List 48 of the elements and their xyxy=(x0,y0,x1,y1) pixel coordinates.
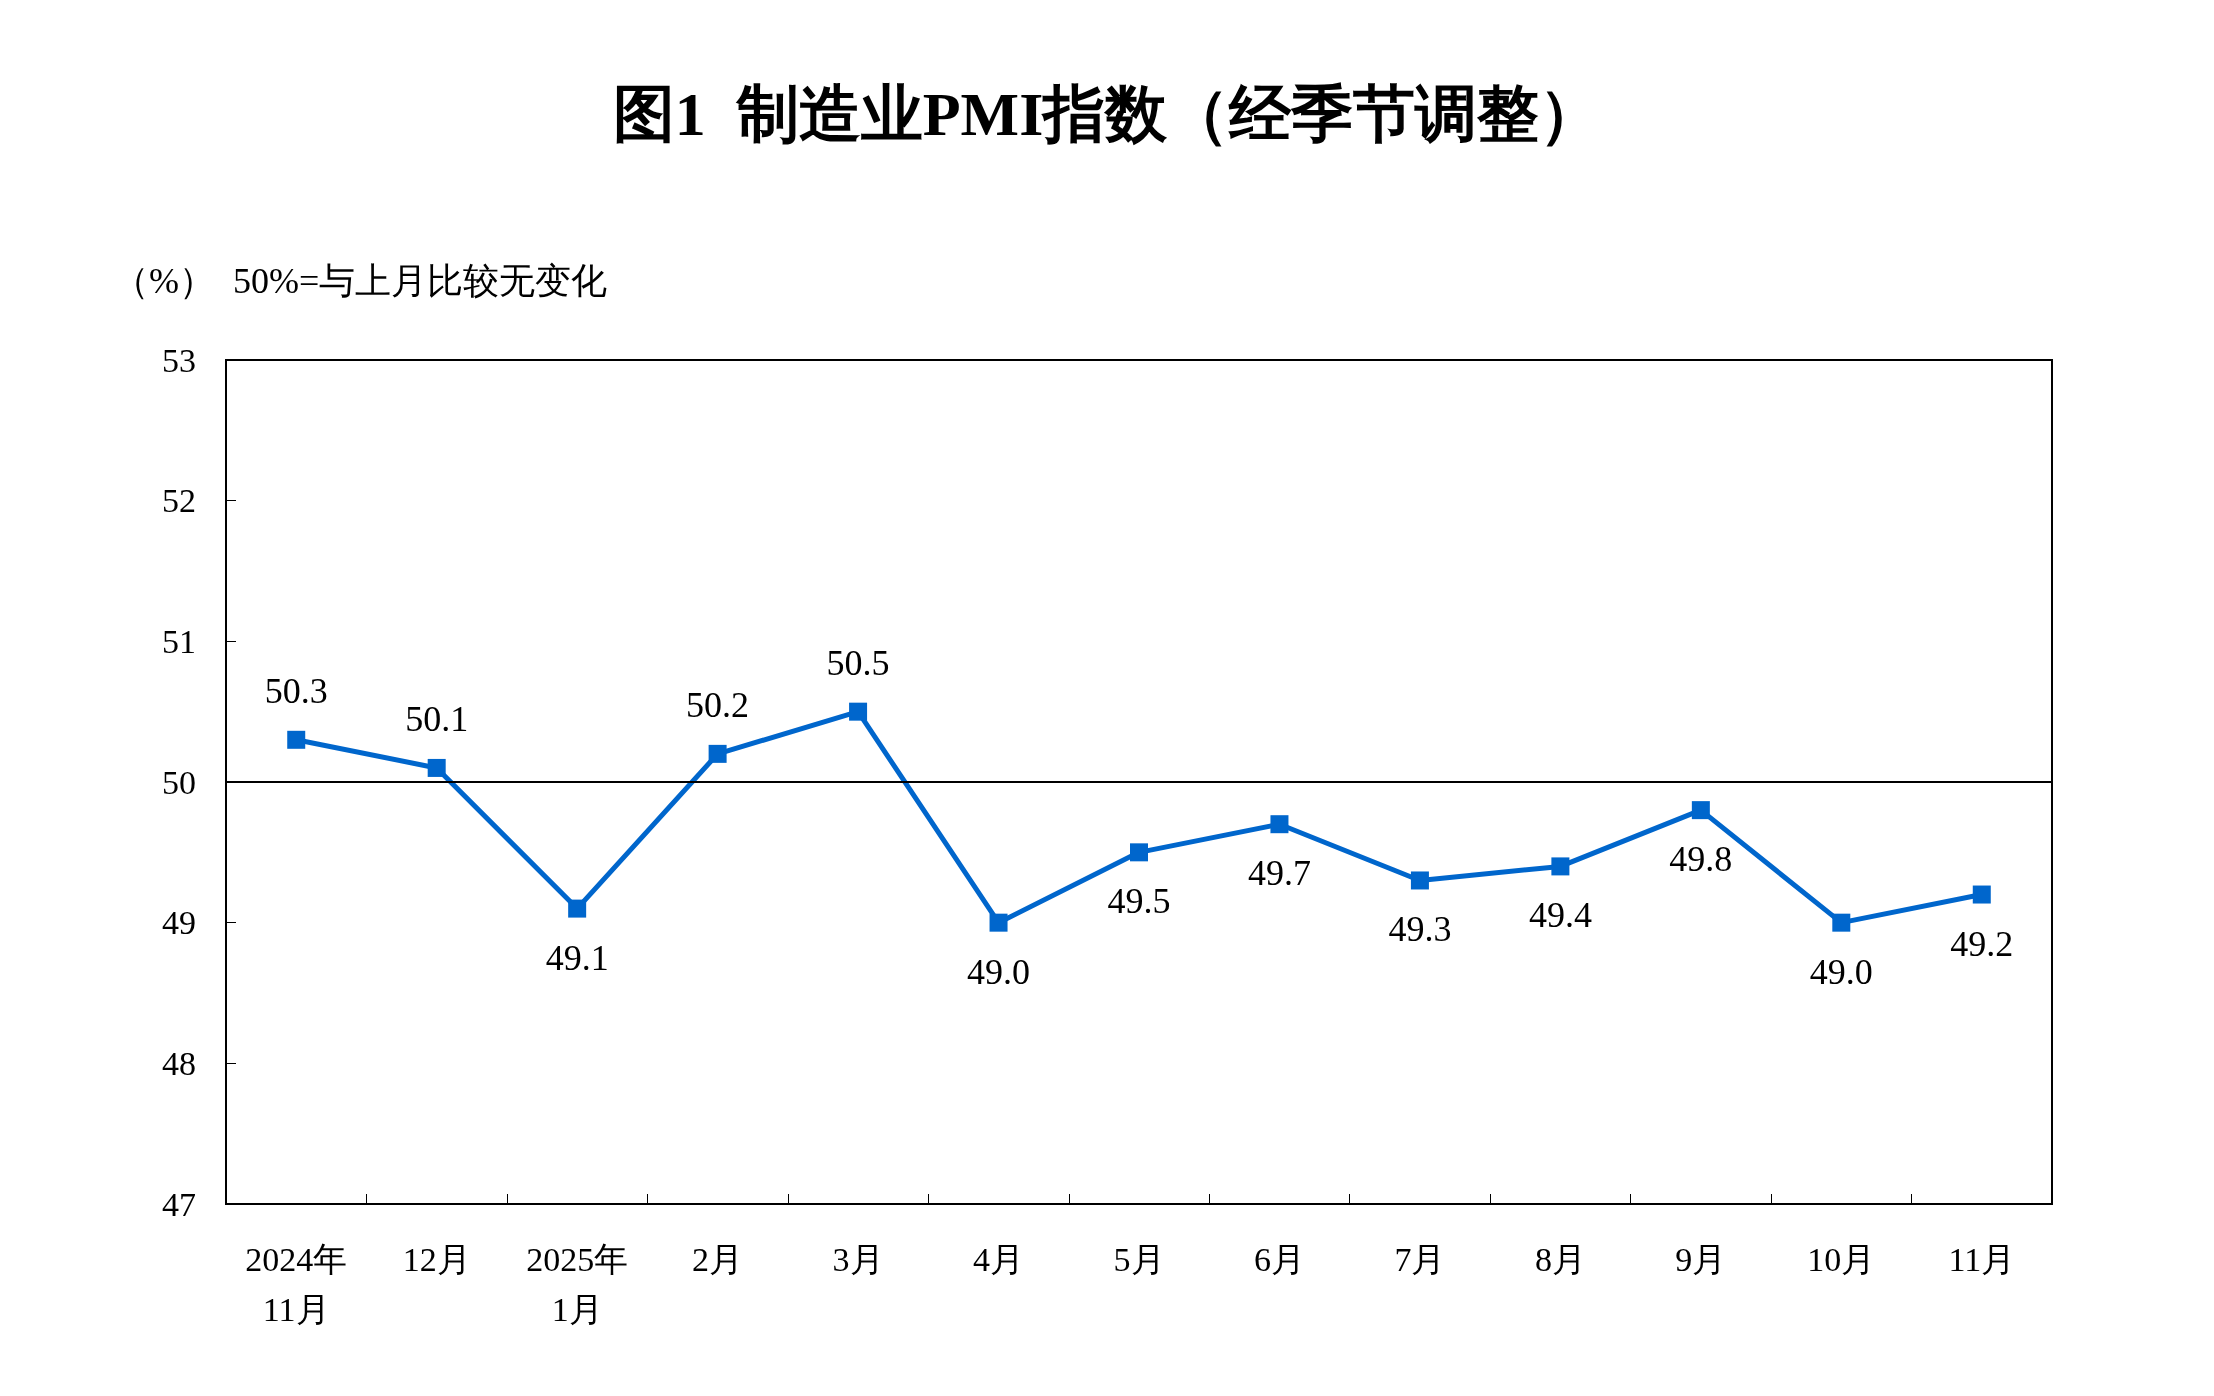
data-label: 49.5 xyxy=(1107,881,1171,922)
data-label: 49.0 xyxy=(967,951,1031,992)
data-label: 49.7 xyxy=(1247,853,1311,894)
data-label: 49.2 xyxy=(1950,923,2014,964)
data-label: 49.1 xyxy=(545,937,609,978)
point xyxy=(1270,815,1289,834)
y-tick-label: 48 xyxy=(162,1044,196,1082)
point xyxy=(708,744,727,763)
point xyxy=(1691,801,1710,820)
x-tick-label: 5月 xyxy=(1113,1240,1165,1278)
point xyxy=(989,913,1008,932)
point xyxy=(849,702,868,721)
y-tick-label: 53 xyxy=(162,341,196,379)
x-tick-label: 11月 xyxy=(1948,1240,2016,1278)
y-tick-label: 49 xyxy=(162,904,196,942)
x-tick-label: 6月 xyxy=(1253,1240,1305,1278)
x-tick-label: 2024年 11月 xyxy=(245,1240,348,1328)
data-label: 49.3 xyxy=(1388,909,1452,950)
x-tick-label: 3月 xyxy=(832,1240,884,1278)
point xyxy=(568,899,587,918)
y-tick-label: 50 xyxy=(162,763,196,801)
point xyxy=(1832,913,1851,932)
point xyxy=(287,730,306,749)
x-tick-label: 2月 xyxy=(692,1240,744,1278)
x-tick-label: 7月 xyxy=(1394,1240,1446,1278)
data-label: 50.1 xyxy=(405,698,469,739)
point xyxy=(427,758,446,777)
x-tick-label: 8月 xyxy=(1534,1240,1586,1278)
data-label: 50.5 xyxy=(826,642,890,683)
data-label: 49.4 xyxy=(1528,895,1592,936)
text: （%） 50%=与上月比较无变化 xyxy=(113,261,608,301)
x-tick-label: 4月 xyxy=(973,1240,1025,1278)
y-tick-label: 51 xyxy=(162,622,196,660)
data-label: 49.8 xyxy=(1669,839,1733,880)
x-tick-label: 12月 xyxy=(402,1240,471,1278)
data-label: 50.2 xyxy=(686,684,750,725)
y-tick-label: 47 xyxy=(162,1185,196,1223)
data-label: 49.0 xyxy=(1809,951,1873,992)
x-tick-label: 9月 xyxy=(1675,1240,1727,1278)
point xyxy=(1972,885,1991,904)
point xyxy=(1410,871,1429,890)
point xyxy=(1130,843,1148,862)
x-tick-label: 2025年 1月 xyxy=(526,1240,629,1328)
point xyxy=(1551,857,1570,876)
data-label: 50.3 xyxy=(264,670,328,711)
y-tick-label: 52 xyxy=(162,482,196,520)
x-tick-label: 10月 xyxy=(1807,1240,1876,1278)
chart-title: 图1 制造业PMI指数（经季节调整） xyxy=(612,80,1602,148)
